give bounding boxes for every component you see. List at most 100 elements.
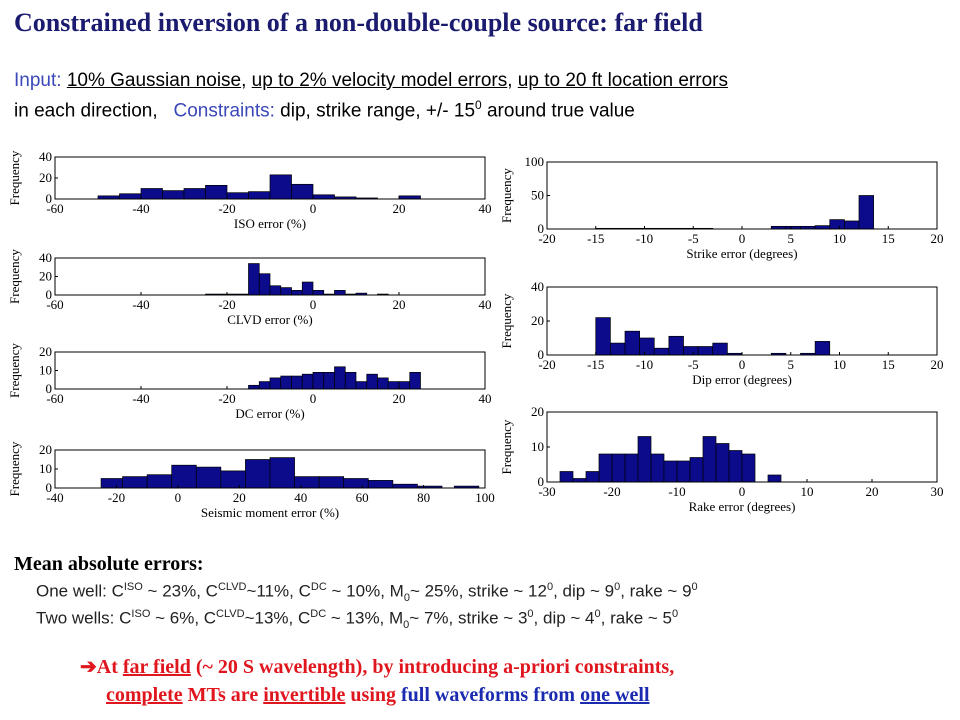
histogram-4-ytick-0: 0 <box>538 221 545 236</box>
histogram-6-xtick-1: -20 <box>603 484 620 499</box>
histogram-5-bar-4 <box>653 347 670 356</box>
concl-text-a: At <box>96 656 123 678</box>
histogram-2-bar-9 <box>344 372 357 390</box>
histogram-6-bar-0 <box>559 471 574 483</box>
histogram-4-xtick-0: -20 <box>538 231 555 246</box>
histogram-3-bar-12 <box>392 483 418 489</box>
histogram-6-xtick-5: 20 <box>866 484 879 499</box>
concl-using: using <box>345 684 402 706</box>
histogram-6-bar-14 <box>741 453 756 483</box>
histogram-2: -60 -40 -20 0 20 40 0 10 20 DC error (%) Frequency <box>7 343 492 421</box>
histogram-5-xtick-7: 15 <box>882 357 895 372</box>
histogram-6-bar-8 <box>663 460 678 483</box>
histogram-6-xtick-2: -10 <box>668 484 685 499</box>
histogram-1-ytick-2: 40 <box>39 250 52 265</box>
histogram-4-frame <box>546 161 938 230</box>
line2-prefix: in each direction, <box>14 100 158 122</box>
histogram-2-bar-5 <box>301 373 314 390</box>
histogram-5-bar-8 <box>712 342 728 356</box>
concl-full-waveforms: full waveforms from <box>401 684 576 706</box>
histogram-1-bar-2 <box>248 263 260 296</box>
histogram-6-ytick-0: 0 <box>538 474 545 489</box>
histogram-4-xlabel: Strike error (degrees) <box>686 246 797 261</box>
constraints-sup: 0 <box>475 98 482 112</box>
histogram-1-xtick-4: 20 <box>393 297 406 312</box>
histogram-2-ytick-1: 10 <box>39 363 52 378</box>
histogram-0-ytick-2: 40 <box>39 149 52 164</box>
histogram-2-bar-13 <box>387 381 400 390</box>
histogram-0-xtick-2: -20 <box>218 201 235 216</box>
histogram-1-bar-7 <box>301 281 314 296</box>
histogram-4-bar-12 <box>829 219 845 230</box>
histogram-2-ytick-0: 0 <box>46 381 53 396</box>
histogram-2-bar-2 <box>269 377 282 390</box>
histogram-0-bar-8 <box>269 174 292 200</box>
histogram-3-xtick-2: 0 <box>175 490 182 505</box>
histogram-5-bar-1 <box>610 342 626 356</box>
histogram-0-xtick-0: -60 <box>46 201 63 216</box>
histogram-6-bar-11 <box>702 436 717 483</box>
histogram-6-bar-7 <box>650 453 665 483</box>
histogram-1-xtick-2: -20 <box>218 297 235 312</box>
histogram-2-xtick-0: -60 <box>46 391 63 406</box>
histogram-3-xtick-3: 20 <box>233 490 246 505</box>
histogram-2-xtick-1: -40 <box>132 391 149 406</box>
histogram-5-xtick-4: 0 <box>739 357 746 372</box>
histogram-1-xlabel: CLVD error (%) <box>227 312 312 327</box>
histogram-0-bar-3 <box>162 190 185 200</box>
mean-errors-title: Mean absolute errors: <box>14 553 204 575</box>
histogram-4-ytick-1: 50 <box>531 188 544 203</box>
histogram-0-bar-1 <box>119 193 142 200</box>
histogram-4-xtick-6: 10 <box>833 231 846 246</box>
histogram-6-bar-2 <box>585 471 600 483</box>
histogram-5-xtick-5: 5 <box>788 357 795 372</box>
histogram-4-xtick-5: 5 <box>788 231 795 246</box>
histogram-4-xtick-3: -5 <box>688 231 699 246</box>
histogram-3-xtick-6: 80 <box>417 490 430 505</box>
histogram-0-xlabel: ISO error (%) <box>234 216 306 231</box>
histogram-3-bar-11 <box>367 480 394 489</box>
histogram-3-xtick-1: -20 <box>108 490 125 505</box>
histogram-2-bar-15 <box>409 372 421 390</box>
histogram-5-ytick-0: 0 <box>538 347 545 362</box>
histogram-5-ylabel: Frequency <box>499 293 514 348</box>
histogram-2-bar-0 <box>248 384 260 390</box>
histogram-0-xtick-3: 0 <box>310 201 317 216</box>
concl-mts: MTs are <box>182 684 264 706</box>
one-well-stats: One well: CISO ~ 23%, CCLVD~11%, CDC ~ 1… <box>36 581 698 605</box>
histogram-1-xtick-5: 40 <box>479 297 492 312</box>
histogram-6-ylabel: Frequency <box>499 419 514 474</box>
histogram-3-xlabel: Seismic moment error (%) <box>201 505 339 520</box>
histogram-3-bar-7 <box>269 457 295 489</box>
constraints-text: dip, strike range, +/- 15 <box>280 100 476 122</box>
histogram-3-bar-5 <box>220 470 246 489</box>
input-label: Input: <box>14 70 62 91</box>
concl-far-field: far field <box>122 656 191 678</box>
histogram-1: -60 -40 -20 0 20 40 0 20 40 CLVD error (%) Frequen… <box>7 249 492 327</box>
histogram-0-bar-10 <box>312 194 335 200</box>
location-text: up to 20 ft location errors <box>517 70 728 91</box>
histogram-6-bar-9 <box>676 460 691 483</box>
two-wells-stats: Two wells: CISO ~ 6%, CCLVD~13%, CDC ~ 1… <box>36 608 679 632</box>
histogram-1-bar-4 <box>269 285 282 296</box>
conclusion-line-2: complete MTs are invertible using full w… <box>106 684 650 707</box>
histogram-0-ylabel: Frequency <box>7 150 22 205</box>
histogram-6-bar-1 <box>572 478 587 483</box>
histogram-4-xtick-1: -15 <box>587 231 604 246</box>
histogram-2-bar-3 <box>280 375 292 390</box>
histogram-1-xtick-0: -60 <box>46 297 63 312</box>
histogram-6-bar-3 <box>598 453 613 483</box>
histogram-3-bar-9 <box>318 476 345 489</box>
histogram-0-ytick-1: 20 <box>39 170 52 185</box>
histogram-3-bar-8 <box>294 476 320 489</box>
histogram-6-xtick-4: 10 <box>801 484 814 499</box>
histogram-2-ytick-2: 20 <box>39 344 52 359</box>
histogram-5-bar-7 <box>697 346 714 356</box>
histogram-4-xtick-4: 0 <box>739 231 746 246</box>
histogram-1-ytick-0: 0 <box>46 287 53 302</box>
histogram-5-bar-3 <box>639 337 655 356</box>
histogram-4-xtick-7: 15 <box>882 231 895 246</box>
histogram-0-ytick-0: 0 <box>46 191 53 206</box>
histogram-3-bar-0 <box>100 478 123 489</box>
